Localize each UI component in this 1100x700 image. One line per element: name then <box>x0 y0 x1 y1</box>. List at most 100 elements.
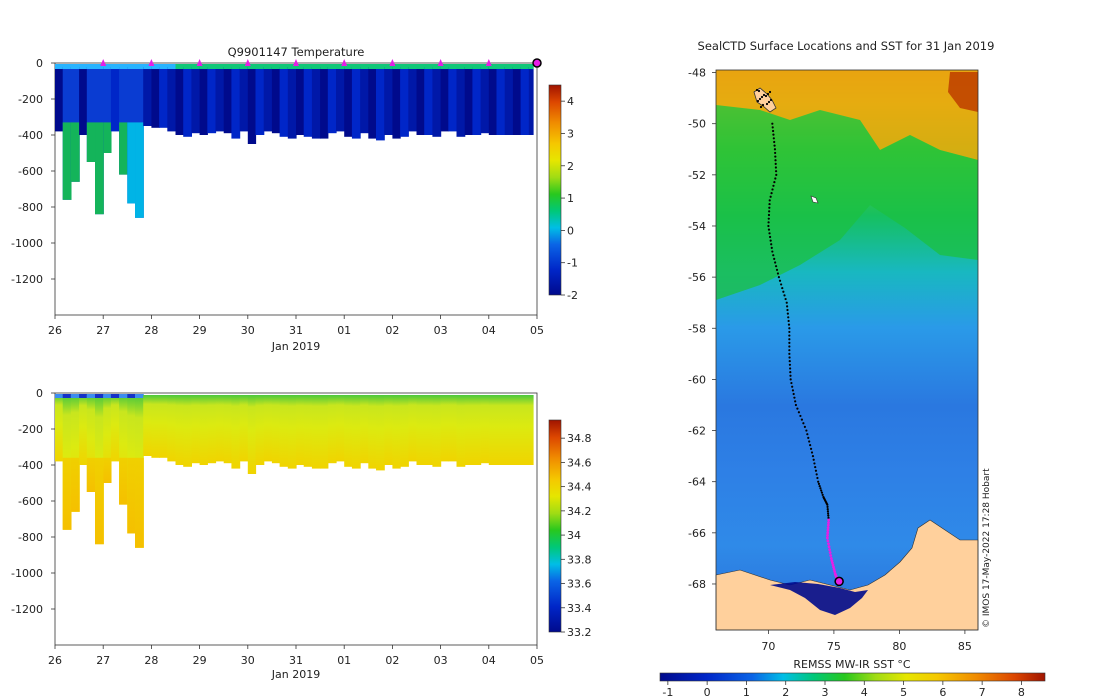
temperature-profile <box>223 67 233 134</box>
y-tick-label: -400 <box>18 459 43 472</box>
x-tick-label: 04 <box>482 324 496 337</box>
salinity-profile <box>215 395 225 462</box>
temperature-surface-layer <box>255 64 265 69</box>
surface-marker <box>244 59 251 66</box>
track-point <box>771 126 774 129</box>
temperature-surface-layer <box>408 64 418 69</box>
track-point <box>770 192 773 195</box>
surface-marker <box>437 59 444 66</box>
temperature-profile <box>143 67 152 126</box>
temperature-profile <box>400 67 409 137</box>
track-point <box>815 473 818 476</box>
salinity-profile <box>167 395 177 462</box>
track-point <box>755 88 759 92</box>
track-point <box>826 533 829 537</box>
temperature-surface-layer <box>135 64 144 69</box>
temperature-profile <box>271 67 281 134</box>
track-point <box>774 162 777 165</box>
map-title: SealCTD Surface Locations and SST for 31… <box>698 39 995 53</box>
lon-tick-label: 75 <box>827 640 841 653</box>
track-point <box>826 528 830 532</box>
y-tick-label: 0 <box>36 387 43 400</box>
track-point <box>756 99 760 103</box>
temperature-surface-layer <box>320 64 329 69</box>
track-point <box>788 327 791 330</box>
track-point <box>788 356 791 359</box>
track-point <box>830 559 834 562</box>
y-tick-label: -200 <box>18 423 43 436</box>
track-point <box>817 482 821 485</box>
y-tick-label: -600 <box>18 495 43 508</box>
temperature-surface-layer <box>279 64 289 69</box>
track-point <box>771 129 775 133</box>
temperature-surface-layer <box>223 64 233 69</box>
salinity-profile <box>263 395 273 462</box>
x-tick-label: 30 <box>241 654 255 667</box>
track-point <box>773 257 776 260</box>
temperature-profile <box>464 67 474 135</box>
temperature-warm-layer <box>103 122 112 153</box>
temperature-surface-layer <box>167 64 177 69</box>
track-point <box>819 487 822 490</box>
temperature-profile <box>480 67 490 134</box>
temperature-surface-layer <box>327 64 337 69</box>
track-point <box>789 374 792 377</box>
temperature-surface-layer <box>199 64 208 69</box>
track-point <box>774 151 777 155</box>
track-point <box>778 279 782 282</box>
temperature-profile <box>344 67 353 137</box>
temperature-profile <box>311 67 321 139</box>
temperature-colorbar <box>548 84 562 296</box>
temperature-surface-layer <box>215 64 225 69</box>
track-point <box>788 352 791 355</box>
x-tick-label: 01 <box>337 654 351 667</box>
temperature-profile <box>360 67 369 134</box>
track-point <box>757 89 761 93</box>
temperature-surface-layer <box>424 64 434 69</box>
track-point <box>762 93 766 97</box>
temperature-surface-layer <box>311 64 321 69</box>
track-point <box>808 440 811 443</box>
track-point <box>814 465 817 469</box>
track-point <box>786 312 789 315</box>
track-point <box>789 367 792 370</box>
temperature-profile <box>416 67 425 135</box>
lat-tick-label: -60 <box>688 373 706 386</box>
temperature-profile <box>231 67 241 139</box>
track-point <box>769 239 772 242</box>
track-point <box>774 265 778 268</box>
track-point <box>826 503 829 506</box>
y-tick-label: -200 <box>18 93 43 106</box>
temperature-profile <box>320 67 329 139</box>
track-point <box>799 414 802 418</box>
salinity-profile <box>440 395 449 462</box>
track-point <box>774 177 777 180</box>
temperature-profile <box>448 67 458 132</box>
salinity-profile <box>336 395 345 462</box>
salinity-deep-layer <box>95 457 104 545</box>
track-point <box>769 98 773 102</box>
salinity-profile <box>432 395 442 467</box>
temperature-profile <box>255 67 265 135</box>
track-point <box>788 349 791 352</box>
salinity-profile <box>271 395 281 464</box>
track-point <box>826 531 830 535</box>
track-point <box>768 235 772 239</box>
sst-colorbar-ticks: -1 0 1 2 3 4 5 6 7 8 <box>662 681 1025 699</box>
track-point <box>774 170 778 173</box>
track-point <box>829 554 833 557</box>
x-tick-label: 04 <box>482 654 496 667</box>
surface-marker <box>341 59 348 66</box>
warm-water-region <box>716 70 978 160</box>
x-tick-label: 02 <box>385 654 399 667</box>
track-point <box>789 378 792 381</box>
temperature-surface-layer <box>175 64 184 69</box>
temperature-profile <box>151 67 160 128</box>
temperature-profile <box>207 67 217 134</box>
salinity-fresh-surface <box>103 394 112 398</box>
colorbar-tick-label: 33.4 <box>567 602 592 615</box>
temperature-surface-layer <box>127 64 136 69</box>
track-point <box>765 102 769 106</box>
track-point <box>767 217 770 220</box>
temperature-x-label: Jan 2019 <box>271 340 320 353</box>
